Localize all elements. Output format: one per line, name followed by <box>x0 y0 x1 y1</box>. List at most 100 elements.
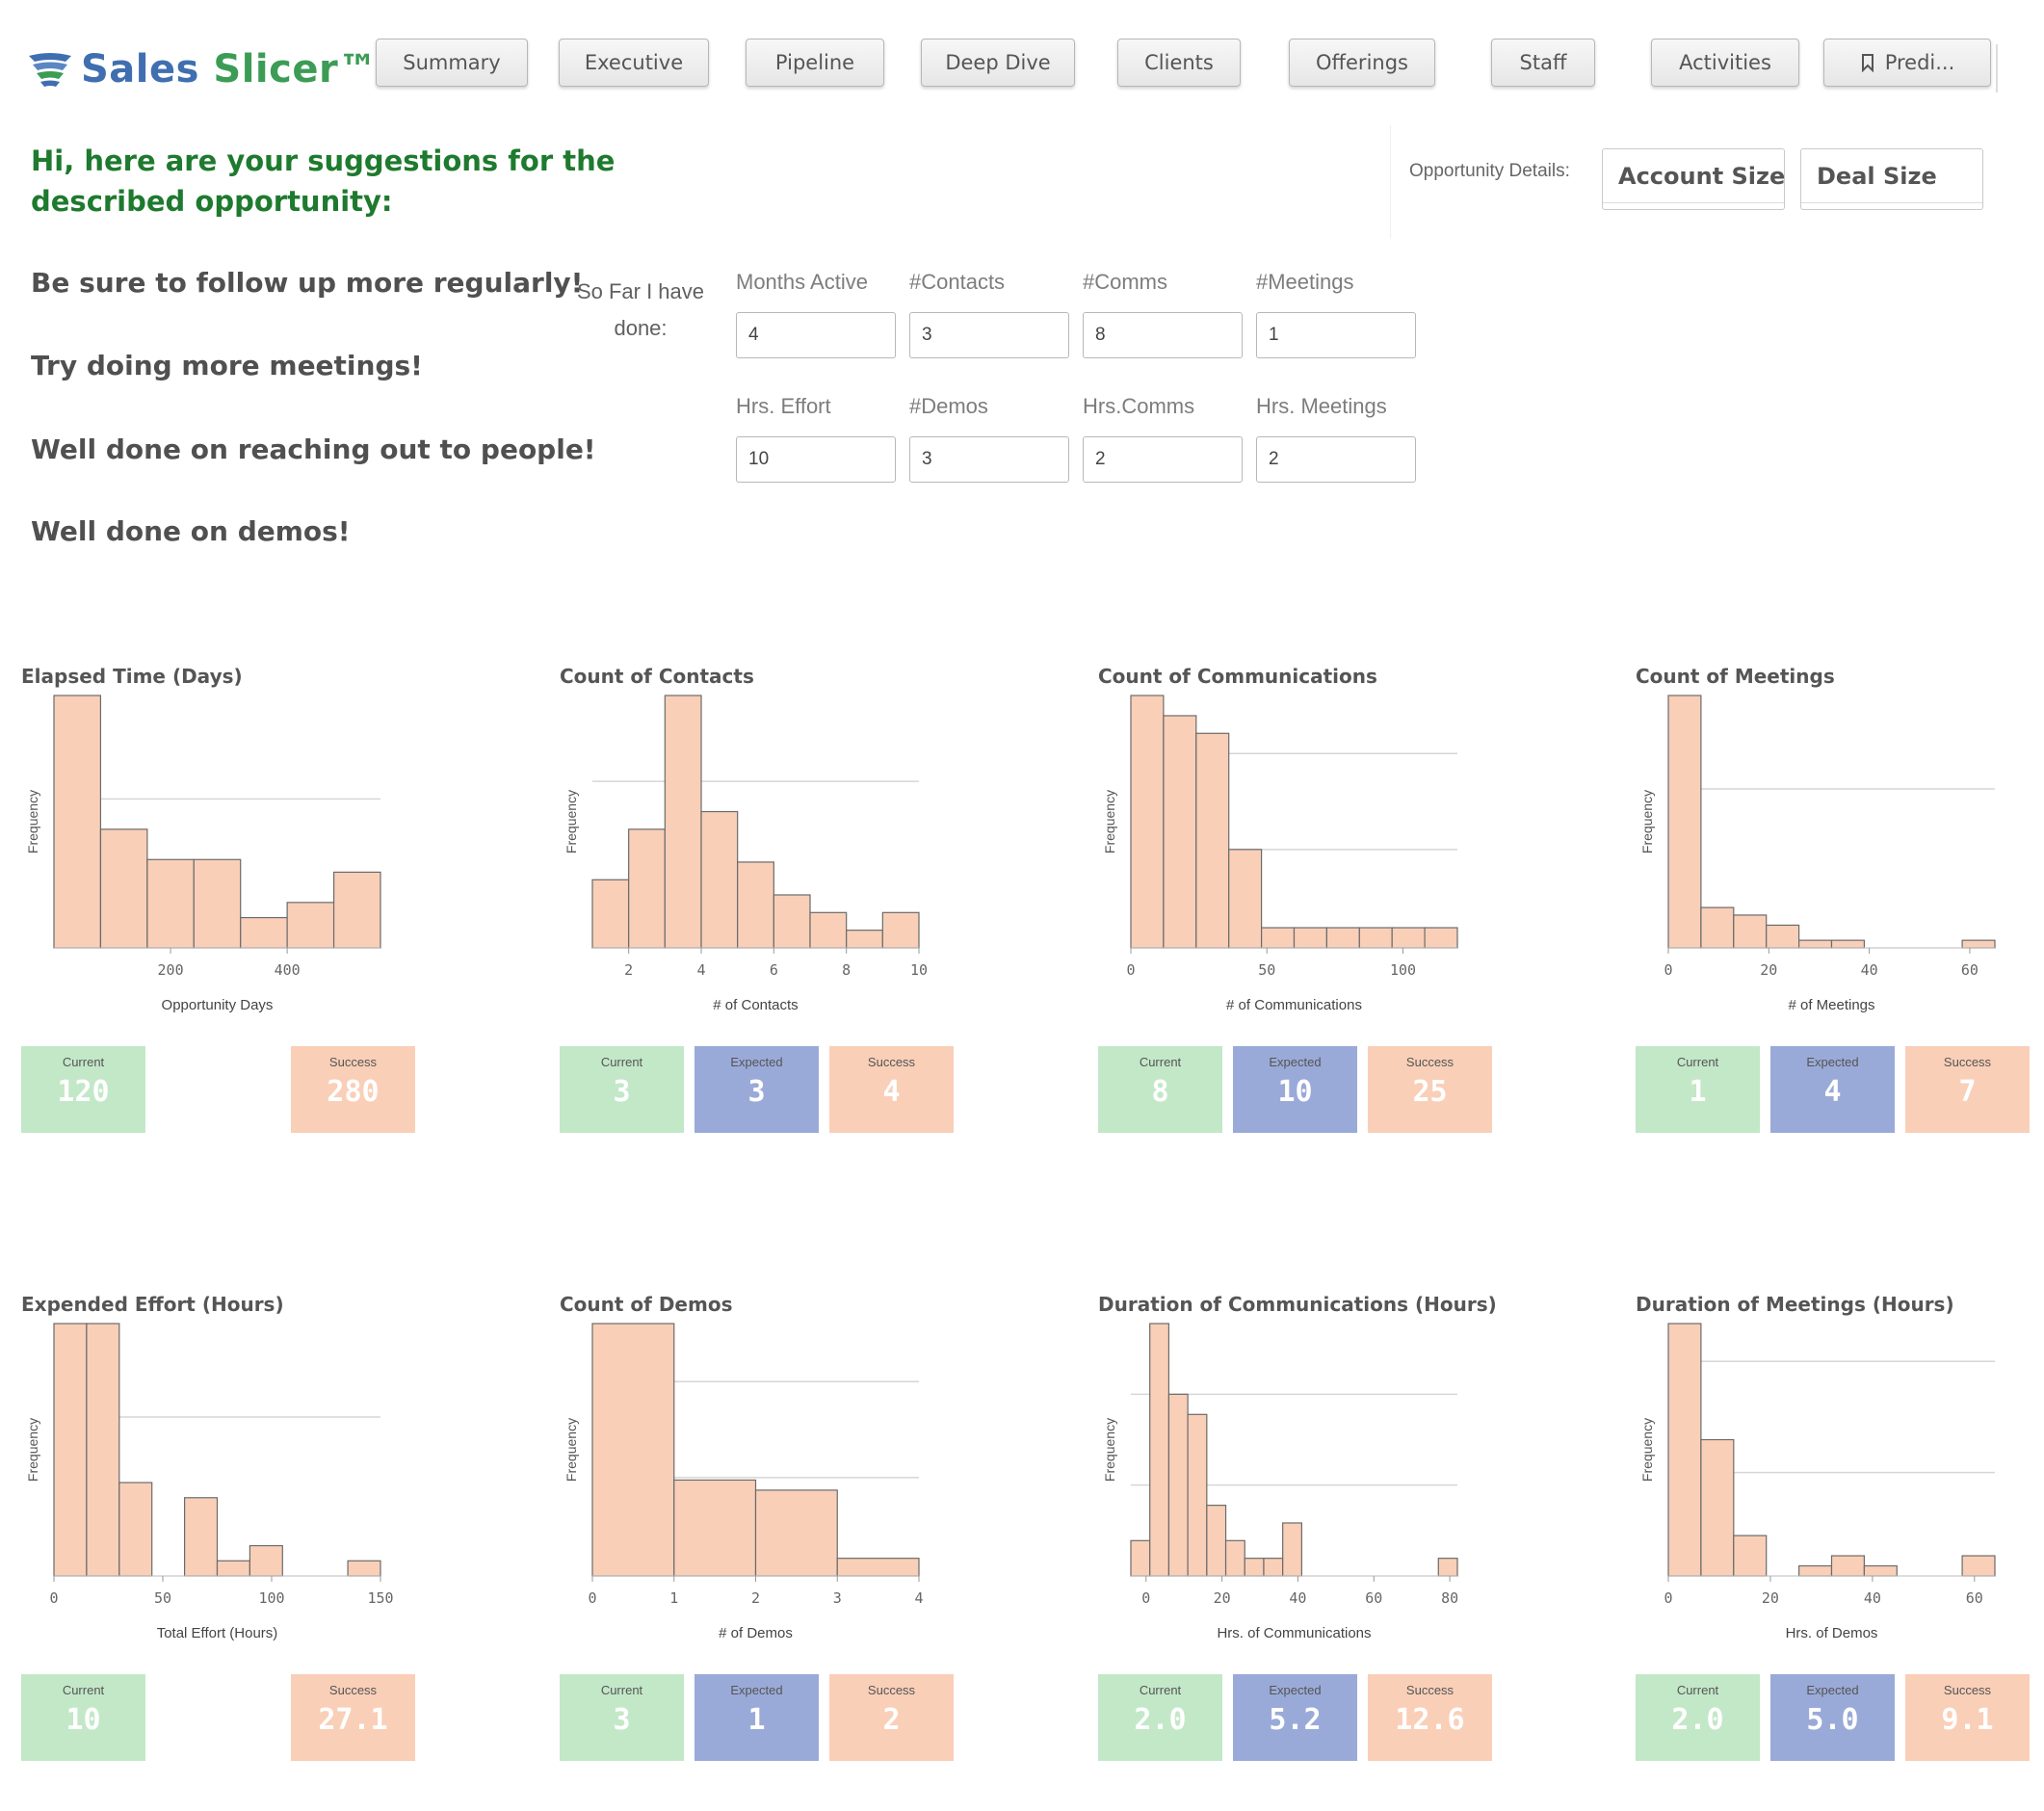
stat-label: Current <box>62 1055 105 1069</box>
tick-label: 80 <box>1441 1589 1458 1607</box>
nav-deep-dive-button[interactable]: Deep Dive <box>921 39 1075 87</box>
success-stat-box: Success 25 <box>1368 1046 1492 1133</box>
tick-label: 150 <box>367 1589 393 1607</box>
x-axis-label: # of Demos <box>719 1625 793 1641</box>
stat-label: Current <box>62 1683 105 1697</box>
current-stat-box: Current 120 <box>21 1046 145 1133</box>
tick-label: 8 <box>842 961 851 979</box>
chart-title: Expended Effort (Hours) <box>21 1293 284 1316</box>
histogram-bar <box>1863 1564 1898 1577</box>
tick-label: 0 <box>1664 961 1672 979</box>
expended-effort-panel: Expended Effort (Hours) Frequency 0 50 100 1… <box>21 1293 546 1765</box>
meetings-input[interactable] <box>1256 312 1416 358</box>
tick-label: 1 <box>669 1589 678 1607</box>
chart-title: Count of Communications <box>1098 665 1377 688</box>
tick-label: 6 <box>770 961 778 979</box>
success-stat-box: Success 2 <box>829 1674 954 1761</box>
histogram-bar <box>1263 1558 1284 1577</box>
so-far-label: So Far I have done: <box>576 279 705 340</box>
y-axis-label: Frequency <box>563 1418 579 1482</box>
tick-label: 400 <box>275 961 301 979</box>
histogram-bar <box>1130 695 1165 949</box>
stat-label: Expected <box>1806 1683 1859 1697</box>
opportunity-details-label: Opportunity Details: <box>1409 161 1570 181</box>
histogram-bar <box>53 1323 88 1577</box>
logo-slicer: Slicer™ <box>213 47 378 92</box>
nav-pipeline-button[interactable]: Pipeline <box>746 39 884 87</box>
nav-staff-button[interactable]: Staff <box>1491 39 1595 87</box>
tick-label: 100 <box>1390 961 1416 979</box>
nav-activities-button[interactable]: Activities <box>1651 39 1799 87</box>
histogram-bar <box>1228 849 1263 949</box>
duration-of-communications-histogram: Frequency 0 20 40 60 80 Hrs. of Communications <box>1102 1323 1458 1641</box>
stat-value: 3 <box>613 1703 631 1737</box>
current-stat-box: Current 8 <box>1098 1046 1222 1133</box>
nav-offerings-button[interactable]: Offerings <box>1289 39 1435 87</box>
nav-predict-button[interactable]: Predi... <box>1823 39 1991 87</box>
tip-4: Well done on demos! <box>31 515 351 547</box>
count-of-contacts-panel: Count of Contacts Frequency 2 4 6 8 10 # of Co… <box>560 665 1085 1137</box>
duration-of-meetings-histogram: Frequency 0 20 40 60 Hrs. of Demos <box>1639 1323 1996 1641</box>
stat-label: Current <box>1139 1683 1182 1697</box>
hrs-comms-input[interactable] <box>1083 436 1243 483</box>
chart-title: Duration of Meetings (Hours) <box>1636 1293 1954 1316</box>
histogram-bar <box>1667 1323 1702 1577</box>
stat-label: Expected <box>1806 1055 1859 1069</box>
histogram-bar <box>1163 715 1197 949</box>
account-size-button[interactable]: Account Size <box>1602 148 1785 210</box>
histogram-bar <box>754 1489 838 1577</box>
expended-effort-histogram: Frequency 0 50 100 150 Total Effort (Hours) <box>25 1323 394 1641</box>
stat-label: Success <box>1405 1683 1454 1697</box>
histogram-bar <box>1358 927 1393 949</box>
contacts-input[interactable] <box>909 312 1069 358</box>
comms-label: #Comms <box>1083 270 1168 294</box>
histogram-bar <box>591 1323 675 1577</box>
stat-value: 5.0 <box>1806 1703 1859 1737</box>
count-of-communications-panel: Count of Communications Frequency 0 50 100 #… <box>1098 665 1623 1137</box>
demos-input[interactable] <box>909 436 1069 483</box>
nav-summary-button[interactable]: Summary <box>376 39 528 87</box>
histogram-bar <box>193 858 242 949</box>
duration-of-communications-panel: Duration of Communications (Hours) Frequ… <box>1098 1293 1623 1765</box>
deal-size-button[interactable]: Deal Size <box>1800 148 1983 210</box>
opportunity-panel <box>1390 125 2006 239</box>
current-stat-box: Current 3 <box>560 1674 684 1761</box>
histogram-bar <box>1167 1393 1189 1577</box>
y-axis-label: Frequency <box>1102 790 1117 853</box>
stat-value: 120 <box>57 1075 110 1109</box>
histogram-bar <box>836 1558 920 1577</box>
histogram-bar <box>664 695 702 949</box>
histogram-bar <box>286 902 335 949</box>
months-active-input[interactable] <box>736 312 896 358</box>
logo-icon <box>29 53 71 87</box>
nav-executive-button[interactable]: Executive <box>559 39 709 87</box>
histogram-bar <box>773 894 811 949</box>
histogram-bar <box>1244 1558 1265 1577</box>
stat-value: 2.0 <box>1671 1703 1724 1737</box>
histogram-bar <box>1700 906 1735 949</box>
elapsed-time-histogram: Frequency 200 400 Opportunity Days <box>25 695 381 1013</box>
x-axis-label: # of Meetings <box>1788 997 1874 1013</box>
stat-value: 25 <box>1412 1075 1448 1109</box>
chart-title: Count of Demos <box>560 1293 733 1316</box>
hrs-meetings-label: Hrs. Meetings <box>1256 394 1387 418</box>
histogram-bar <box>809 911 848 949</box>
histogram-bar <box>1961 939 1996 949</box>
tick-label: 10 <box>910 961 928 979</box>
histogram-bar <box>1149 1323 1170 1577</box>
histogram-bar <box>737 861 774 949</box>
comms-input[interactable] <box>1083 312 1243 358</box>
stat-value: 4 <box>882 1075 901 1109</box>
nav-clients-button[interactable]: Clients <box>1117 39 1241 87</box>
y-axis-label: Frequency <box>25 1418 40 1482</box>
y-axis-label: Frequency <box>563 790 579 853</box>
histogram-bar <box>1798 939 1833 949</box>
stat-value: 2.0 <box>1134 1703 1187 1737</box>
stat-label: Success <box>1943 1683 1992 1697</box>
hrs-effort-input[interactable] <box>736 436 896 483</box>
hrs-comms-label: Hrs.Comms <box>1083 394 1195 418</box>
current-stat-box: Current 1 <box>1636 1046 1760 1133</box>
stat-value: 3 <box>747 1075 766 1109</box>
stat-label: Expected <box>1269 1683 1322 1697</box>
hrs-meetings-input[interactable] <box>1256 436 1416 483</box>
